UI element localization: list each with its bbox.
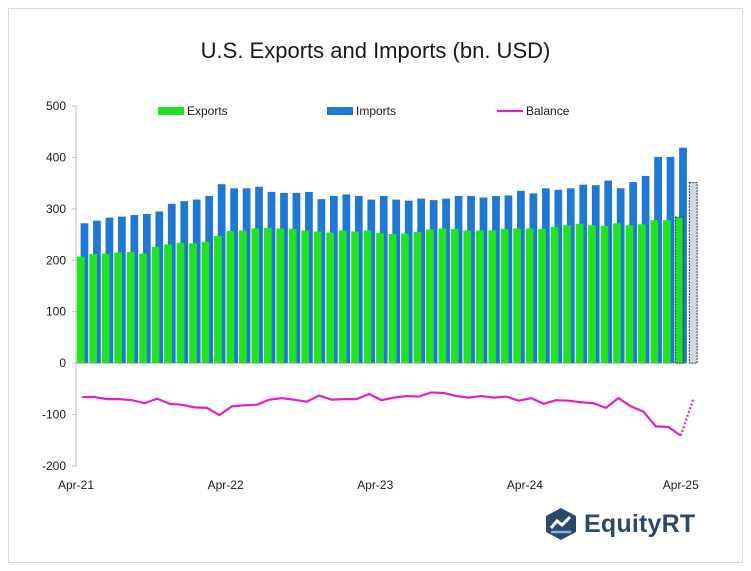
exports-bar [276,228,285,364]
x-axis: Apr-21 Apr-22 Apr-23 Apr-24 Apr-25 [58,362,699,492]
y-tick-label: 0 [59,356,66,370]
exports-bar [388,234,397,364]
legend-label: Exports [187,104,228,118]
balance-forecast-line [679,398,695,437]
brand-logo: EquityRT [544,506,695,542]
x-tick-label: Apr-24 [507,478,543,492]
exports-bar [575,223,584,364]
exports-bar [463,230,472,364]
exports-bar [588,225,596,364]
exports-bar [101,253,110,364]
exports-bar [550,226,559,364]
exports-bar [637,224,646,364]
exports-bar [488,230,497,364]
exports-bar [625,225,634,364]
exports-bar [376,233,384,364]
exports-bar [426,229,434,364]
exports-bar [238,230,247,364]
exports-bar [674,216,684,364]
x-tick-label: Apr-25 [663,478,699,492]
chart-title: U.S. Exports and Imports (bn. USD) [200,38,551,63]
legend-label: Imports [356,104,396,118]
exports-bar [326,232,334,364]
bars [76,147,698,364]
exports-bar [126,252,135,364]
y-axis: 500 400 300 200 100 0 -100 -200 [42,99,77,473]
exports-bar [189,243,197,364]
exports-bar [662,220,671,364]
y-tick-label: 300 [46,202,66,216]
exports-bar [139,253,147,364]
exports-bar [450,228,459,364]
exports-bar [164,244,172,364]
exports-bar [251,228,260,364]
exports-bar [288,228,297,364]
exports-bar [538,228,546,364]
exports-bar [613,223,621,364]
exports-bar [500,228,509,364]
y-tick-label: 100 [46,305,66,319]
y-tick-label: 500 [46,99,66,113]
balance-line-path [82,391,682,437]
exports-bar [263,227,272,364]
y-tick-label: -100 [42,408,66,422]
exports-bar [301,230,310,364]
brand-name: EquityRT [584,509,696,538]
exports-bar [513,228,522,364]
exports-bar [650,220,659,364]
x-tick-label: Apr-22 [208,478,244,492]
exports-bar [76,256,85,364]
exports-bar [201,241,210,364]
x-tick-label: Apr-23 [357,478,393,492]
exports-bar [89,254,98,364]
exports-bar [401,233,409,364]
y-tick-label: 400 [46,150,66,164]
legend-label: Balance [526,104,570,118]
legend-swatch [327,107,353,115]
exports-bar [114,252,123,364]
exports-bar [351,231,359,364]
balance-line [82,391,695,437]
x-tick-label: Apr-21 [58,478,94,492]
exports-bar [438,228,447,364]
exports-bar [313,231,322,364]
exports-bar [338,230,347,364]
legend-swatch [158,107,184,115]
exports-bar [363,230,372,364]
exports-bar [600,225,609,364]
y-tick-label: -200 [42,459,66,473]
legend: Exports Imports Balance [158,104,570,118]
exports-bar [563,225,571,364]
exports-bar [151,246,160,364]
imports-forecast-bar [688,182,698,364]
y-tick-label: 200 [46,253,66,267]
exports-bar [226,230,235,364]
exports-bar [214,236,222,364]
exports-bar [475,230,484,364]
equityrt-logo-icon [546,508,576,540]
exports-bar [525,228,534,364]
exports-bar [413,232,422,364]
exports-bar [176,242,185,364]
